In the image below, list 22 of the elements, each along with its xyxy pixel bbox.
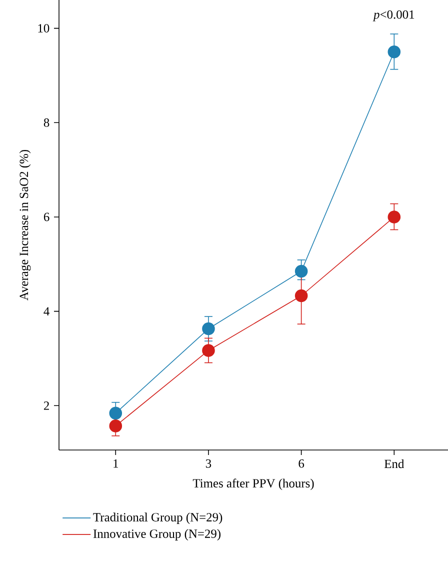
annotation: p<0.001 [372,10,414,22]
y-tick-label: 8 [44,118,50,127]
point [202,344,215,357]
y-tick-label: 10 [38,24,50,32]
point [202,322,215,336]
x-tick-label: 3 [206,459,212,468]
point [294,264,308,278]
x-tick-label: 6 [298,459,304,468]
x-tick-label: End [384,459,404,468]
x-axis-title: Times after PPV (hours) [192,478,314,490]
legend-label: Innovative Group (N=29) [93,529,220,540]
y-axis-title: Average Increase in SaO2 (%) [19,150,31,300]
y-tick-label: 2 [44,402,49,410]
point [294,289,308,302]
point [109,406,122,420]
x-tick-label: 1 [114,459,118,468]
y-tick-label: 4 [44,307,50,316]
legend-label: Traditional Group (N=29) [93,512,222,524]
y-tick-label: 6 [44,212,50,222]
point [388,210,401,224]
point [109,420,122,432]
point [388,45,401,58]
